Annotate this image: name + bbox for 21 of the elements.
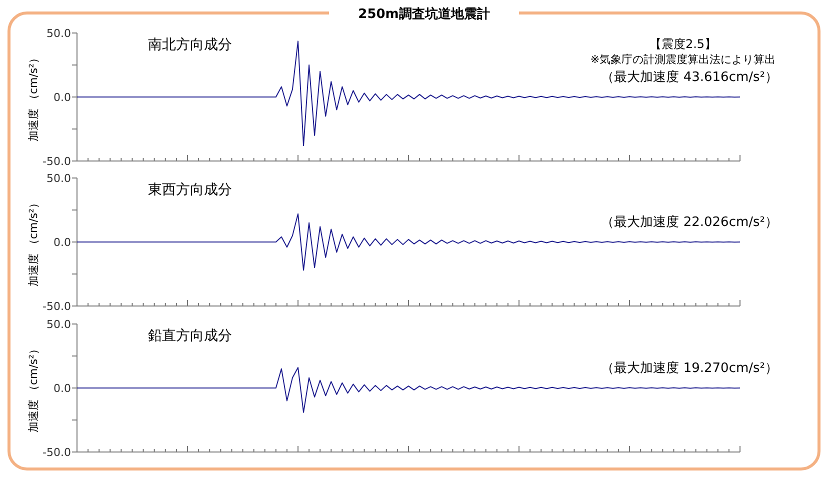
y-tick-label: -50.0 — [42, 300, 71, 313]
y-tick-label: 0.0 — [54, 91, 71, 104]
y-tick-label: 50.0 — [46, 318, 71, 331]
y-tick-label: 0.0 — [54, 382, 71, 395]
y-tick-label: 50.0 — [46, 27, 71, 40]
y-tick-label: -50.0 — [42, 446, 71, 459]
chart-subtitle: 東西方向成分 — [148, 182, 232, 198]
chart-subtitle: 鉛直方向成分 — [148, 328, 232, 344]
annotation: （最大加速度 22.026cm/s²） — [601, 214, 778, 230]
annotation: 【震度2.5】 — [649, 37, 717, 51]
y-axis-title: 加速度 （cm/s²） — [27, 197, 40, 287]
chart-subtitle: 南北方向成分 — [148, 37, 232, 53]
y-tick-label: -50.0 — [42, 155, 71, 168]
annotation: ※気象庁の計測震度算出法により算出 — [590, 53, 776, 66]
y-tick-label: 0.0 — [54, 236, 71, 249]
y-tick-label: 50.0 — [46, 172, 71, 185]
annotation: （最大加速度 43.616cm/s²） — [601, 69, 778, 85]
y-axis-title: 加速度 （cm/s²） — [27, 343, 40, 433]
y-axis-title: 加速度 （cm/s²） — [27, 52, 40, 142]
chart-title: 250m調査坑道地震計 — [358, 6, 490, 22]
annotation: （最大加速度 19.270cm/s²） — [601, 360, 778, 376]
